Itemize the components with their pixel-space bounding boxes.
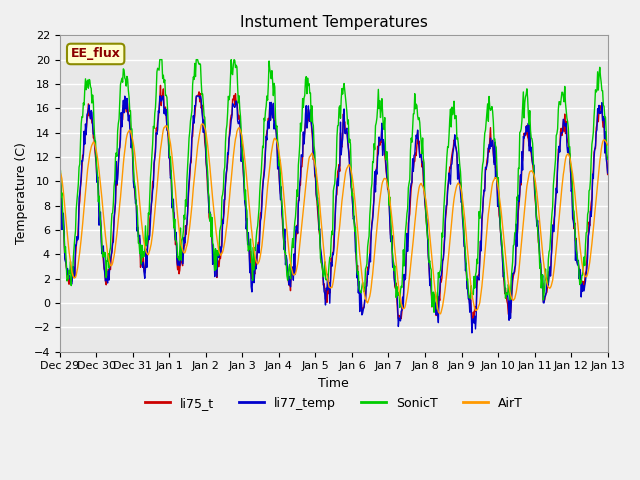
SonicT — [56, 164, 63, 169]
li75_t — [269, 101, 277, 107]
Line: AirT: AirT — [60, 124, 607, 314]
li77_temp — [422, 205, 429, 211]
AirT — [221, 233, 229, 239]
Line: li77_temp: li77_temp — [60, 96, 607, 333]
li75_t — [221, 181, 229, 187]
AirT — [604, 142, 611, 148]
li77_temp — [120, 110, 128, 116]
SonicT — [430, 310, 438, 315]
SonicT — [422, 197, 429, 203]
SonicT — [120, 67, 128, 73]
AirT — [436, 311, 444, 317]
li75_t — [391, 283, 399, 289]
SonicT — [249, 277, 257, 283]
li77_temp — [249, 276, 257, 282]
li77_temp — [468, 330, 476, 336]
li77_temp — [221, 180, 229, 186]
Text: EE_flux: EE_flux — [71, 48, 120, 60]
li77_temp — [269, 100, 277, 106]
Line: li75_t: li75_t — [60, 85, 607, 323]
X-axis label: Time: Time — [318, 377, 349, 390]
li75_t — [604, 172, 611, 178]
li75_t — [56, 179, 63, 185]
li77_temp — [604, 170, 611, 176]
Title: Instument Temperatures: Instument Temperatures — [240, 15, 428, 30]
Line: SonicT: SonicT — [60, 60, 607, 312]
SonicT — [221, 139, 229, 145]
AirT — [120, 154, 128, 159]
li77_temp — [56, 176, 63, 181]
Legend: li75_t, li77_temp, SonicT, AirT: li75_t, li77_temp, SonicT, AirT — [140, 392, 527, 415]
AirT — [249, 237, 257, 243]
AirT — [199, 121, 207, 127]
li75_t — [157, 83, 164, 88]
SonicT — [269, 93, 277, 98]
li77_temp — [391, 281, 399, 287]
SonicT — [391, 263, 399, 269]
SonicT — [156, 57, 164, 62]
SonicT — [604, 156, 611, 162]
AirT — [56, 170, 63, 176]
li75_t — [422, 206, 429, 212]
li75_t — [249, 275, 257, 280]
Y-axis label: Temperature (C): Temperature (C) — [15, 143, 28, 244]
li77_temp — [121, 93, 129, 99]
AirT — [391, 246, 399, 252]
li75_t — [120, 105, 128, 111]
AirT — [269, 139, 277, 144]
li75_t — [468, 320, 476, 326]
AirT — [422, 195, 429, 201]
